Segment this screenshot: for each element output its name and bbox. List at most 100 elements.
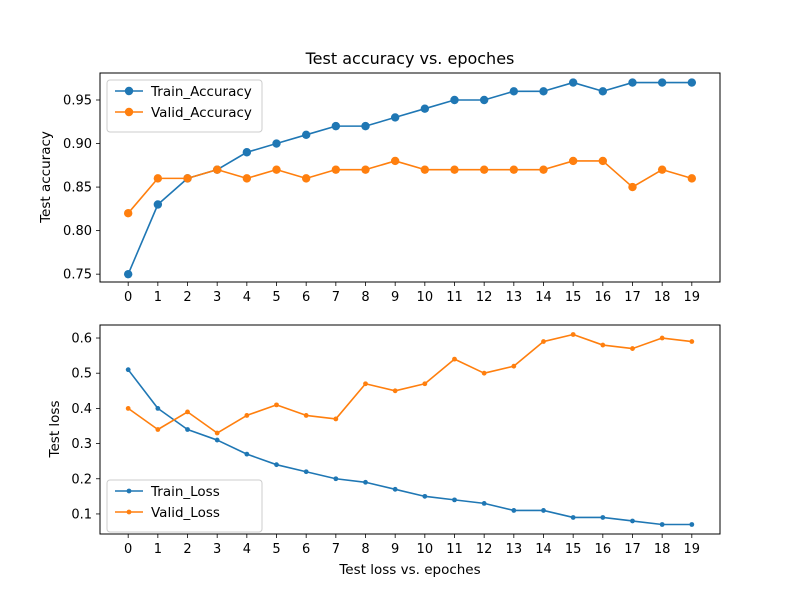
- loss-y-tick-label: 0.6: [71, 332, 92, 347]
- train-accuracy-point: [539, 87, 548, 96]
- train-accuracy-point: [450, 95, 459, 105]
- train-accuracy-point: [657, 78, 667, 87]
- valid-accuracy-point: [183, 174, 192, 183]
- train-loss-point: [333, 476, 339, 482]
- accuracy-x-tick-label: 3: [213, 290, 221, 305]
- accuracy-x-tick-label: 7: [332, 290, 340, 305]
- valid-accuracy-point: [331, 165, 341, 174]
- accuracy-y-tick-label: 0.90: [63, 137, 92, 152]
- loss-x-tick-label: 15: [565, 542, 582, 557]
- loss-x-tick-label: 14: [535, 542, 552, 557]
- accuracy-x-tick-label: 11: [446, 290, 463, 305]
- valid-accuracy-point: [479, 165, 489, 174]
- valid-accuracy-point: [568, 156, 578, 166]
- accuracy-series-marks: [123, 78, 697, 279]
- train-loss-point: [511, 508, 517, 513]
- valid-accuracy-point: [123, 209, 133, 218]
- loss-y-tick-label: 0.1: [71, 507, 92, 522]
- train-accuracy-point: [479, 95, 489, 105]
- valid-loss-point: [392, 388, 398, 394]
- valid-loss-point: [214, 430, 220, 436]
- loss-y-axis-label: Test loss: [47, 401, 63, 459]
- valid-accuracy-point: [361, 165, 370, 174]
- accuracy-x-tick-label: 16: [595, 290, 612, 305]
- train-accuracy-point: [242, 148, 252, 157]
- valid-loss-legend-marker: [126, 509, 132, 515]
- loss-plot-frame: [99, 324, 721, 535]
- train-loss-legend-label: Train_Loss: [150, 484, 220, 500]
- accuracy-x-tick-label: 14: [535, 290, 552, 305]
- accuracy-x-tick-label: 4: [243, 290, 251, 305]
- train-accuracy-point: [331, 121, 341, 131]
- loss-x-tick-label: 16: [595, 542, 612, 557]
- train-accuracy-point: [123, 269, 133, 279]
- valid-loss-point: [274, 402, 279, 408]
- valid-loss-point: [481, 370, 487, 376]
- valid-loss-point: [541, 339, 546, 344]
- loss-y-tick-label: 0.2: [71, 472, 92, 487]
- valid-accuracy-point: [420, 165, 430, 174]
- loss-x-tick-label: 6: [302, 542, 310, 557]
- valid-accuracy-point: [390, 156, 400, 166]
- loss-x-tick-label: 11: [446, 542, 463, 557]
- valid-accuracy-point: [598, 156, 608, 166]
- valid-loss-point: [452, 356, 457, 362]
- accuracy-x-tick-label: 8: [361, 290, 369, 305]
- accuracy-x-tick-label: 13: [506, 290, 523, 305]
- train-loss-point: [244, 451, 250, 457]
- accuracy-y-tick-label: 0.85: [63, 181, 92, 196]
- train-accuracy-line: [127, 81, 692, 275]
- valid-accuracy-point: [272, 165, 281, 174]
- loss-y-tick-label: 0.5: [71, 367, 92, 382]
- train-accuracy-point: [598, 87, 608, 96]
- valid-loss-point: [333, 416, 339, 422]
- accuracy-y-tick-label: 0.75: [63, 268, 92, 283]
- valid-loss-point: [125, 405, 131, 411]
- train-loss-line: [127, 369, 692, 526]
- loss-x-tick-label: 2: [183, 542, 191, 557]
- valid-loss-point: [511, 363, 517, 369]
- accuracy-y-tick-label: 0.80: [63, 224, 92, 239]
- train-loss-point: [125, 367, 131, 373]
- loss-axis-ticks: 0 1 2 3 4 5 6 7 8 9 10 11 12 13 14 15 16 17 18 190.10.20.30…: [71, 332, 700, 557]
- valid-accuracy-line: [127, 160, 693, 214]
- train-loss-legend-marker: [126, 488, 132, 494]
- loss-legend-box: [106, 479, 263, 533]
- accuracy-x-tick-label: 17: [624, 290, 641, 305]
- loss-x-tick-label: 13: [506, 542, 523, 557]
- train-loss-point: [481, 500, 487, 506]
- valid-loss-point: [303, 413, 309, 418]
- accuracy-x-tick-label: 12: [476, 290, 493, 305]
- accuracy-x-tick-label: 5: [272, 290, 280, 305]
- train-accuracy-point: [153, 200, 163, 209]
- valid-accuracy-point: [628, 182, 637, 192]
- accuracy-y-tick-label: 0.95: [63, 93, 92, 108]
- train-loss-point: [392, 486, 398, 492]
- accuracy-x-tick-label: 9: [391, 290, 399, 305]
- train-loss-point: [274, 462, 279, 468]
- train-accuracy-point: [568, 78, 578, 87]
- loss-x-tick-label: 12: [476, 542, 493, 557]
- valid-loss-point: [630, 346, 635, 351]
- train-loss-point: [303, 469, 309, 475]
- loss-y-tick-label: 0.4: [71, 402, 92, 417]
- valid-accuracy-legend-label: Valid_Accuracy: [151, 105, 252, 121]
- valid-loss-point: [659, 335, 665, 341]
- accuracy-legend-box: [106, 79, 263, 133]
- train-loss-point: [363, 479, 368, 485]
- valid-accuracy-point: [450, 165, 459, 174]
- train-accuracy-point: [687, 78, 697, 87]
- train-loss-point: [659, 522, 665, 527]
- train-accuracy-point: [420, 104, 430, 113]
- loss-x-tick-label: 4: [243, 542, 251, 557]
- valid-accuracy-point: [657, 165, 667, 174]
- train-loss-point: [600, 515, 606, 520]
- train-loss-point: [185, 427, 190, 432]
- valid-accuracy-point: [687, 174, 697, 183]
- train-accuracy-legend-label: Train_Accuracy: [150, 84, 252, 100]
- loss-x-tick-label: 10: [417, 542, 434, 557]
- train-accuracy-point: [361, 121, 370, 131]
- valid-loss-line: [127, 333, 692, 434]
- accuracy-x-tick-label: 1: [154, 290, 162, 305]
- valid-accuracy-point: [242, 174, 252, 183]
